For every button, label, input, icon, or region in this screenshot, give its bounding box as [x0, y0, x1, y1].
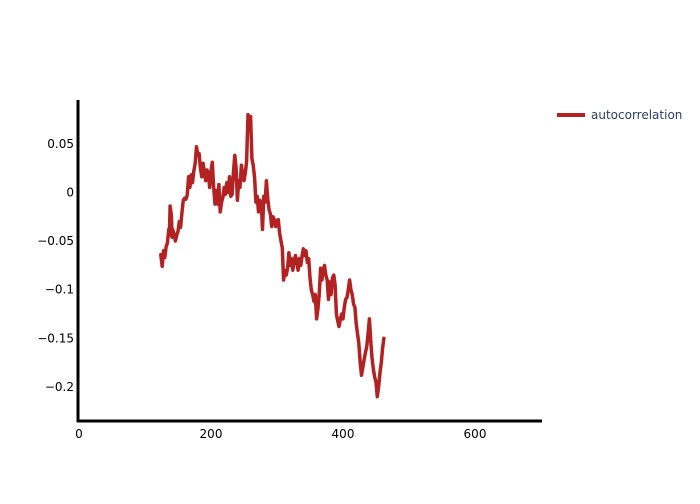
x-tick-labels: 0 200 400 600	[75, 427, 486, 441]
y-tick-label: −0.15	[37, 331, 74, 345]
y-tick-label: 0.05	[47, 137, 74, 151]
axes	[76, 100, 542, 423]
series-line-autocorrelation	[159, 112, 386, 399]
x-tick-label: 200	[200, 427, 223, 441]
y-tick-label: 0	[66, 185, 74, 199]
y-tick-label: −0.1	[45, 283, 74, 297]
legend-label: autocorrelation	[591, 108, 682, 122]
x-tick-label: 0	[75, 427, 83, 441]
x-tick-label: 400	[332, 427, 355, 441]
y-tick-label: −0.2	[45, 380, 74, 394]
y-tick-labels: 0.05 0 −0.05 −0.1 −0.15 −0.2	[37, 137, 74, 394]
plot-area	[159, 112, 386, 399]
legend[interactable]: autocorrelation	[557, 108, 682, 122]
y-tick-label: −0.05	[37, 234, 74, 248]
x-tick-label: 600	[464, 427, 487, 441]
